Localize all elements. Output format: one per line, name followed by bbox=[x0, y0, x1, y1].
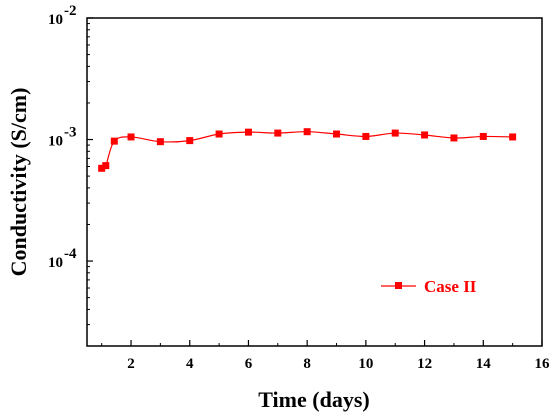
data-point-7 bbox=[244, 128, 252, 136]
x-tick-label-12: 12 bbox=[417, 356, 432, 372]
legend-marker bbox=[395, 282, 402, 289]
y-tick-exponent--2: -2 bbox=[64, 3, 77, 19]
data-point-16 bbox=[509, 133, 517, 141]
x-tick-label-6: 6 bbox=[245, 356, 253, 372]
legend: Case II bbox=[381, 277, 477, 296]
data-point-14 bbox=[450, 134, 458, 142]
y-tick-label--2: 10 bbox=[48, 12, 63, 28]
x-tick-label-14: 14 bbox=[476, 356, 492, 372]
y-axis-title: Conductivity (S/cm) bbox=[6, 88, 31, 277]
data-point-1 bbox=[102, 162, 110, 170]
data-point-11 bbox=[362, 132, 370, 140]
data-point-0 bbox=[98, 164, 106, 172]
data-point-12 bbox=[391, 129, 399, 137]
data-point-13 bbox=[421, 131, 429, 139]
y-minor-ticks bbox=[87, 23, 90, 326]
x-axis-title: Time (days) bbox=[258, 387, 369, 412]
data-point-2 bbox=[110, 137, 118, 145]
data-point-4 bbox=[156, 138, 164, 146]
data-point-8 bbox=[274, 129, 282, 137]
y-axis-ticks: 10-410-310-2 bbox=[48, 3, 93, 271]
legend-label-case-ii: Case II bbox=[424, 277, 477, 296]
data-point-10 bbox=[333, 130, 341, 138]
x-tick-label-4: 4 bbox=[186, 356, 194, 372]
data-point-5 bbox=[186, 137, 194, 145]
y-tick-label--4: 10 bbox=[48, 255, 63, 271]
data-point-9 bbox=[303, 128, 311, 136]
plot-frame bbox=[86, 17, 543, 347]
x-tick-label-8: 8 bbox=[303, 356, 311, 372]
x-axis-ticks: 2 4 6 8 10 12 14 16 bbox=[101, 340, 550, 372]
x-tick-label-16: 16 bbox=[535, 356, 550, 372]
x-tick-label-10: 10 bbox=[358, 356, 373, 372]
y-tick-exponent--4: -4 bbox=[64, 246, 77, 262]
y-tick-label--3: 10 bbox=[48, 134, 63, 150]
y-tick-exponent--3: -3 bbox=[64, 125, 77, 141]
data-point-15 bbox=[479, 132, 487, 140]
data-point-6 bbox=[215, 130, 223, 138]
series-markers-case-ii bbox=[98, 128, 517, 172]
x-tick-label-2: 2 bbox=[127, 356, 135, 372]
data-point-3 bbox=[127, 133, 135, 141]
